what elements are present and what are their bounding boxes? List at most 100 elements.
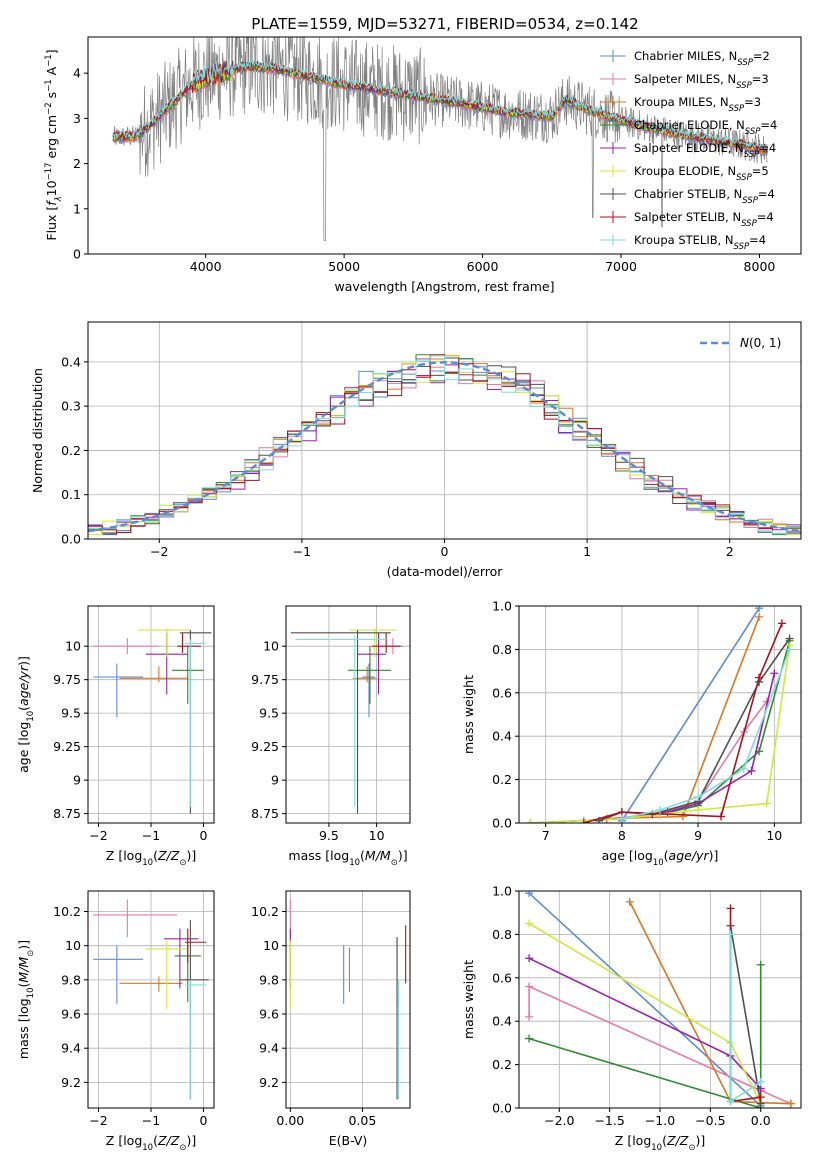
x-tick-label: −1.0	[645, 1113, 675, 1128]
legend-entry: Salpeter ELODIE, NSSP=4	[634, 141, 776, 160]
x-tick-label: −1.5	[594, 1113, 624, 1128]
label-part: Chabrier MILES, N	[634, 49, 737, 63]
x-tick-label: 9	[694, 828, 702, 843]
label-part: age [log	[16, 722, 31, 773]
label-part: =4	[749, 233, 766, 247]
point-chabrier-miles	[362, 663, 375, 718]
label-part: Z/Z	[666, 1133, 689, 1148]
series-marker	[617, 814, 626, 823]
point-kroupa-stelib	[185, 639, 207, 807]
series-marker	[726, 904, 735, 913]
series-line	[528, 892, 762, 1107]
label-part: 10	[349, 858, 360, 868]
label-part: =3	[752, 72, 769, 86]
y-axis-label: Normed distribution	[30, 368, 45, 493]
x-tick-label: 8	[618, 828, 626, 843]
x-axis-label: mass [log10(M/M⊙)]	[288, 848, 407, 868]
series-marker	[694, 805, 703, 814]
label-part: Salpeter MILES, N	[634, 72, 736, 86]
y-tick-label: 9	[73, 773, 81, 788]
legend-entry: Chabrier MILES, NSSP=2	[634, 49, 770, 68]
y-tick-label: 10.2	[53, 904, 81, 919]
label-part: SSP	[736, 81, 752, 91]
series-marker	[716, 812, 725, 821]
label-part: SSP	[744, 150, 760, 160]
label-part: =5	[752, 164, 769, 178]
label-part: )]	[16, 940, 31, 950]
label-part: SSP	[736, 173, 752, 183]
legend-entry: Salpeter MILES, NSSP=3	[634, 72, 769, 91]
y-tick-label: 1.0	[492, 599, 512, 614]
series-line	[729, 925, 762, 1104]
y-tick-label: 10	[65, 938, 81, 953]
x-axis-label: E(B-V)	[329, 1133, 368, 1148]
label-part: M/M	[16, 957, 31, 983]
y-tick-label: 0.2	[61, 443, 81, 458]
y-tick-label: 9.2	[259, 1075, 279, 1090]
point-salpeter-miles	[93, 638, 159, 655]
label-part: ⊙	[26, 950, 36, 957]
figure-title: PLATE=1559, MJD=53271, FIBERID=0534, z=0…	[251, 15, 638, 33]
label-part: ⊙	[179, 858, 186, 868]
y-tick-label: 10.2	[251, 904, 279, 919]
label-part: 10	[26, 987, 36, 998]
series-chabrier-elodie	[525, 960, 765, 1108]
axes-frame	[518, 605, 802, 824]
x-tick-label: 10	[766, 828, 782, 843]
y-tick-label: 8.75	[53, 806, 81, 821]
label-part: Kroupa ELODIE, N	[634, 164, 736, 178]
point-kroupa-elodie	[137, 628, 191, 657]
y-tick-label: 0.6	[492, 970, 512, 985]
label-part: )]	[186, 1133, 196, 1148]
x-tick-label: 9.5	[319, 828, 339, 843]
model-spectrum-salpeter-stelib	[112, 60, 768, 153]
axes-frame	[87, 36, 802, 255]
y-tick-label: 2	[73, 156, 81, 171]
label-part: Z [log	[106, 1133, 142, 1148]
series-marker	[525, 1034, 534, 1043]
y-tick-label: 0.1	[61, 487, 81, 502]
label-part: SSP	[741, 219, 757, 229]
series-chabrier-miles	[617, 606, 764, 823]
point-chabrier-stelib	[179, 630, 212, 814]
legend-entry: Salpeter STELIB, NSSP=4	[634, 210, 774, 229]
legend-entry: N(0, 1)	[740, 336, 781, 350]
legend-entry: Kroupa STELIB, NSSP=4	[634, 233, 766, 252]
y-tick-label: 10	[263, 938, 279, 953]
series-kroupa-stelib	[617, 645, 794, 823]
label-part: f	[44, 200, 59, 206]
y-tick-label: 1.0	[492, 884, 512, 899]
x-tick-label: 1	[583, 544, 591, 559]
label-part: (	[153, 1133, 158, 1148]
plot-area	[526, 606, 794, 823]
point-kroupa-stelib	[185, 979, 207, 1100]
series-marker	[525, 1012, 534, 1021]
label-part: (	[153, 848, 158, 863]
x-tick-label: 6000	[467, 259, 499, 274]
label-part: =4	[760, 118, 777, 132]
series-line	[606, 616, 760, 820]
x-tick-label: 8000	[744, 259, 776, 274]
series-line	[583, 623, 783, 823]
y-tick-label: 9.75	[53, 672, 81, 687]
y-tick-label: 0.4	[61, 354, 81, 369]
label-part: A	[44, 66, 59, 79]
label-part: ⊙	[688, 1143, 695, 1153]
y-tick-label: 0.4	[492, 729, 512, 744]
series-marker	[755, 606, 764, 613]
label-part: Salpeter ELODIE, N	[634, 141, 744, 155]
series-marker	[656, 805, 664, 814]
plot-area	[88, 354, 801, 536]
y-tick-label: 9.75	[251, 672, 279, 687]
y-tick-label: 9.8	[259, 972, 279, 987]
series-marker	[770, 669, 779, 678]
series-marker	[525, 982, 534, 991]
label-part: Kroupa STELIB, N	[634, 233, 734, 247]
point-chabrier-stelib	[179, 920, 209, 1100]
series-marker	[786, 1099, 795, 1108]
series-marker	[694, 792, 703, 801]
